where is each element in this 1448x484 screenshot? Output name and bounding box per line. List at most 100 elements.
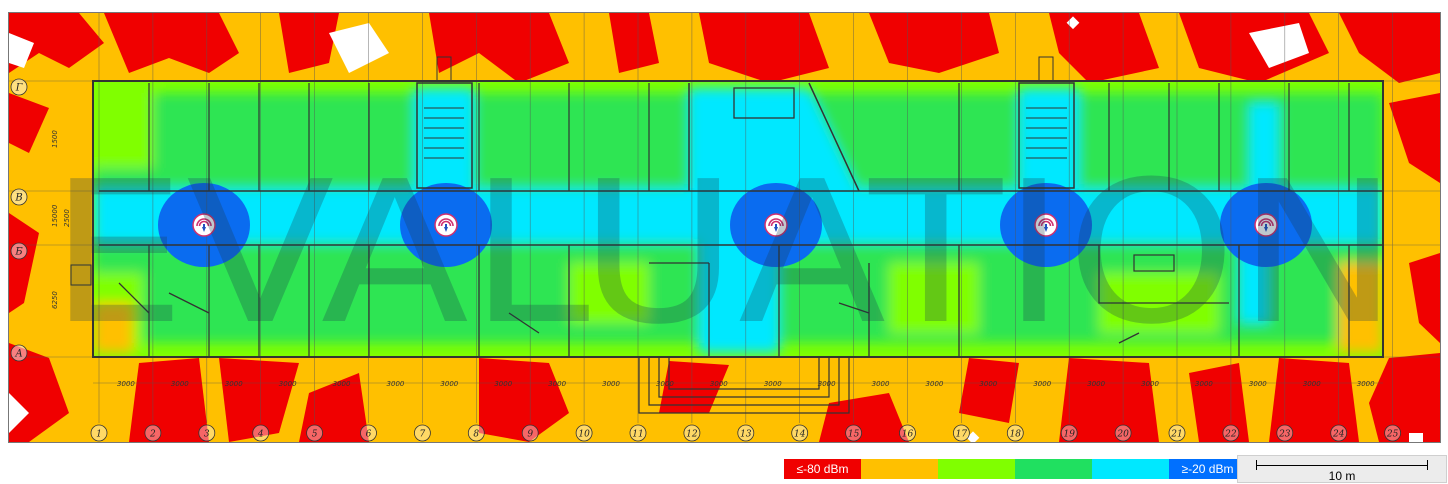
span-label: 3000	[494, 380, 512, 388]
span-label: 3000	[1141, 380, 1159, 388]
scale-bar-tick-right	[1427, 460, 1428, 470]
column-label: 4	[252, 424, 270, 442]
row-axis-labels: Г В Б А	[10, 78, 28, 362]
column-label: 13	[737, 424, 755, 442]
svg-text:Б: Б	[14, 247, 23, 258]
vertical-dimension-labels: 1500 15000 2500 6250	[51, 130, 71, 309]
column-axis-labels: 1 2 3 4 5 6 7 8 9 10 11 12 13 14 15 16 17 18 19 20 21 22 23 24 2…	[90, 424, 1401, 442]
svg-text:20: 20	[1116, 430, 1129, 440]
svg-text:12: 12	[686, 430, 698, 440]
svg-text:5: 5	[312, 430, 318, 440]
span-label: 3000	[548, 380, 566, 388]
svg-text:В: В	[14, 193, 22, 204]
column-label: 1	[90, 424, 108, 442]
legend-swatch-2	[861, 459, 938, 479]
scale-bar-label: 10 m	[1328, 469, 1356, 483]
column-label: 14	[791, 424, 809, 442]
svg-text:24: 24	[1332, 430, 1345, 440]
span-label: 3000	[979, 380, 997, 388]
column-label: 8	[467, 424, 485, 442]
wifi-access-point-icon[interactable]	[764, 213, 788, 237]
scale-bar-line	[1256, 465, 1428, 466]
svg-text:18: 18	[1010, 430, 1022, 440]
svg-text:13: 13	[740, 430, 752, 440]
svg-text:2: 2	[149, 430, 156, 440]
vertical-dimension-label: 1500	[51, 130, 59, 148]
span-label: 3000	[333, 380, 351, 388]
span-label: 3000	[818, 380, 836, 388]
span-label: 3000	[656, 380, 674, 388]
column-label: 12	[683, 424, 701, 442]
column-label: 21	[1168, 424, 1186, 442]
legend-swatch-5	[1092, 459, 1169, 479]
span-label: 3000	[1087, 380, 1105, 388]
column-label: 16	[899, 424, 916, 442]
svg-text:4: 4	[257, 430, 264, 440]
weak-signal-zones	[9, 13, 1440, 442]
column-label: 23	[1276, 424, 1294, 442]
column-label: 25	[1384, 424, 1401, 442]
span-label: 3000	[872, 380, 890, 388]
svg-text:23: 23	[1278, 430, 1291, 440]
svg-text:14: 14	[794, 430, 806, 440]
span-label: 3000	[117, 380, 135, 388]
span-label: 3000	[1195, 380, 1213, 388]
span-label: 3000	[387, 380, 405, 388]
wifi-access-point-icon[interactable]	[1254, 213, 1278, 237]
svg-text:17: 17	[956, 430, 968, 440]
column-label: 6	[360, 424, 377, 442]
scale-bar-tick-left	[1256, 460, 1257, 470]
wifi-access-point-icon[interactable]	[434, 213, 458, 237]
column-label: 9	[521, 424, 539, 442]
svg-text:6: 6	[366, 430, 372, 440]
span-label: 3000	[440, 380, 458, 388]
column-label: 11	[629, 424, 647, 442]
span-label: 3000	[225, 380, 243, 388]
column-label: 24	[1330, 424, 1348, 442]
svg-text:7: 7	[420, 430, 426, 440]
legend-swatch-max: ≥-20 dBm	[1169, 459, 1246, 479]
span-label: 3000	[1303, 380, 1321, 388]
vertical-dimension-label: 6250	[51, 291, 59, 309]
row-label: В	[10, 188, 28, 206]
span-label: 3000	[1357, 380, 1375, 388]
svg-text:21: 21	[1170, 430, 1182, 440]
column-label: 3	[198, 424, 216, 442]
span-label: 3000	[602, 380, 620, 388]
column-label: 7	[413, 424, 431, 442]
vertical-dimension-label: 15000	[51, 204, 59, 227]
scale-bar: 10 m	[1237, 455, 1447, 483]
row-label: А	[10, 344, 28, 362]
column-label: 2	[144, 424, 162, 442]
wifi-access-point-icon[interactable]	[1034, 213, 1058, 237]
svg-text:25: 25	[1386, 430, 1399, 440]
column-label: 17	[953, 424, 970, 442]
column-label: 22	[1222, 424, 1240, 442]
svg-text:А: А	[14, 349, 23, 360]
legend-swatch-4	[1015, 459, 1092, 479]
no-data-areas	[9, 16, 1423, 445]
span-label: 3000	[279, 380, 297, 388]
column-label: 15	[845, 424, 862, 442]
svg-text:10: 10	[578, 430, 590, 440]
svg-text:11: 11	[632, 430, 643, 440]
row-label: Б	[10, 242, 28, 260]
wifi-access-point-icon[interactable]	[192, 213, 216, 237]
column-label: 5	[306, 424, 324, 442]
column-label: 10	[575, 424, 593, 442]
svg-text:8: 8	[473, 430, 479, 440]
svg-text:19: 19	[1063, 430, 1075, 440]
column-label: 18	[1006, 424, 1024, 442]
svg-text:15: 15	[848, 430, 860, 440]
svg-text:3: 3	[204, 430, 210, 440]
svg-text:9: 9	[527, 430, 533, 440]
access-point-icons	[192, 213, 1278, 237]
legend-swatch-3	[938, 459, 1015, 479]
evaluation-watermark: EVALUATION	[49, 140, 1399, 368]
column-label: 19	[1060, 424, 1078, 442]
vertical-dimension-label: 2500	[63, 209, 71, 227]
signal-strength-legend: ≤-80 dBm ≥-20 dBm	[784, 459, 1246, 479]
legend-swatch-min: ≤-80 dBm	[784, 459, 861, 479]
span-label: 3000	[926, 380, 944, 388]
